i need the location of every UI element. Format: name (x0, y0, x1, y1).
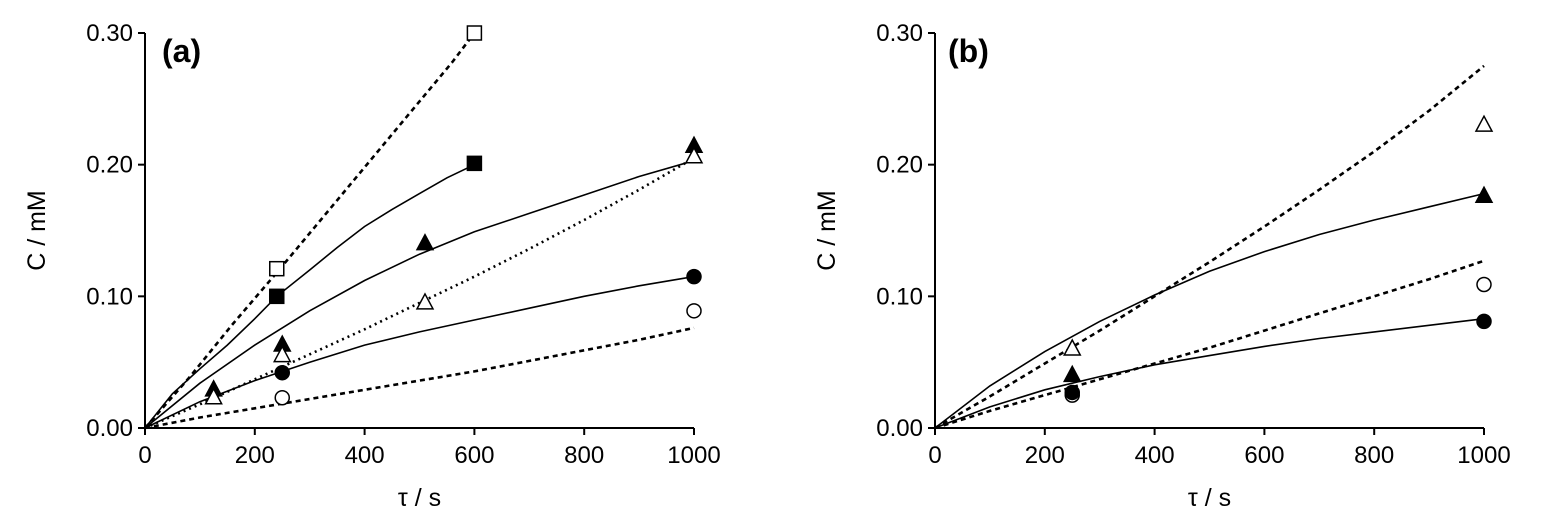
marker-triangle-open (415, 292, 435, 310)
y-tick-label: 0.10 (86, 283, 133, 310)
x-tick-label: 800 (1354, 442, 1394, 469)
marker-triangle-open (273, 344, 292, 363)
chart-panel-b: 0 200 400 600 800 1000 0.00 0.10 0.20 0.30 τ / s C … (813, 20, 1511, 512)
x-tick-label: 0 (928, 442, 941, 469)
y-axis-label: C / mM (813, 190, 841, 271)
x-tick-label: 0 (138, 442, 151, 469)
curve-solid (144, 275, 695, 429)
marker-circle-open (686, 303, 702, 319)
y-tick-label: 0.30 (86, 20, 133, 47)
y-axis-label: C / mM (23, 190, 51, 271)
marker-circle-filled (1476, 313, 1492, 330)
curve-solid (934, 317, 1485, 429)
x-tick-label: 1000 (667, 442, 720, 469)
marker-triangle-open (204, 387, 223, 405)
marker-circle-filled (274, 364, 290, 381)
y-tick-label: 0.20 (876, 152, 923, 179)
x-tick-label: 800 (564, 442, 604, 469)
x-axis-label: τ / s (398, 484, 441, 512)
marker-triangle-filled (1063, 364, 1082, 383)
curve-solid (144, 159, 695, 429)
curve-solid (144, 163, 475, 429)
curve-dashed (934, 259, 1485, 430)
y-tick-label: 0.30 (876, 20, 923, 47)
marker-triangle-open (1063, 338, 1082, 356)
curve-solid (934, 192, 1485, 429)
marker-circle-filled (1064, 384, 1080, 401)
marker-triangle-filled (1474, 185, 1494, 204)
curve-dashed (144, 32, 476, 429)
panel-label: (b) (948, 33, 989, 69)
y-tick-label: 0.00 (876, 415, 923, 442)
y-tick-label: 0.10 (876, 283, 923, 310)
x-tick-label: 200 (235, 442, 275, 469)
marker-triangle-open (684, 146, 704, 164)
chart-panel-a: 0 200 400 600 800 1000 0.00 0.10 0.20 0.30 τ / s C … (23, 20, 721, 512)
curve-dashed (144, 326, 695, 430)
x-axis-label: τ / s (1188, 484, 1231, 512)
marker-square-filled (269, 288, 285, 305)
curve-dotted (144, 156, 695, 430)
x-tick-label: 600 (1244, 442, 1284, 469)
x-tick-label: 200 (1025, 442, 1065, 469)
marker-square-filled (466, 155, 483, 172)
x-tick-label: 600 (454, 442, 494, 469)
marker-circle-open (274, 389, 290, 406)
marker-square-open (466, 25, 483, 41)
marker-triangle-open (1474, 114, 1494, 132)
panel-label: (a) (162, 33, 201, 69)
marker-square-open (269, 260, 285, 277)
marker-circle-filled (686, 268, 702, 285)
x-tick-label: 400 (345, 442, 385, 469)
marker-triangle-filled (415, 233, 435, 251)
y-tick-label: 0.00 (86, 415, 133, 442)
marker-circle-open (1476, 276, 1492, 293)
x-tick-label: 400 (1135, 442, 1175, 469)
x-tick-label: 1000 (1457, 442, 1510, 469)
y-tick-label: 0.20 (86, 152, 133, 179)
curve-dashed (934, 64, 1485, 430)
